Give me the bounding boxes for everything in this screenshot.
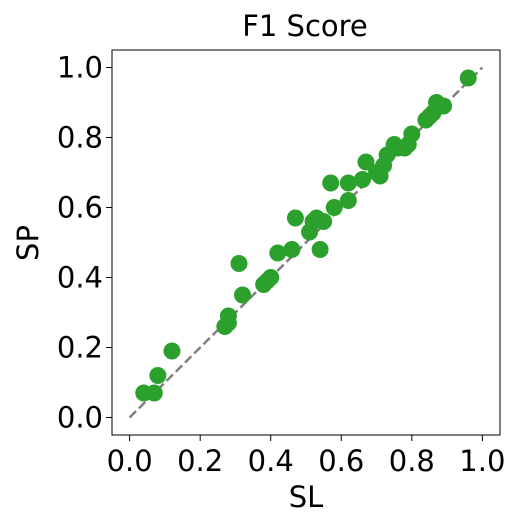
- data-point: [325, 199, 343, 216]
- data-point: [357, 153, 375, 171]
- data-point: [459, 69, 477, 87]
- x-tick-label: 1.0: [459, 444, 505, 478]
- x-tick-label: 0.4: [248, 444, 294, 478]
- y-tick-label: 0.8: [57, 121, 103, 155]
- x-tick-label: 0.8: [389, 444, 435, 478]
- y-tick-label: 0.2: [57, 331, 103, 365]
- reference-line-layer: [128, 66, 484, 419]
- data-point: [149, 367, 167, 384]
- data-point: [219, 307, 237, 325]
- x-axis-title: SL: [289, 480, 324, 514]
- x-axis: 0.0 0.2 0.4 0.6 0.8 1.0: [107, 435, 505, 478]
- y-tick-label: 0.4: [57, 261, 103, 295]
- y-tick-label: 0.0: [57, 401, 103, 435]
- data-point: [315, 213, 333, 230]
- data-point: [262, 269, 280, 286]
- y-tick-label: 1.0: [57, 51, 103, 85]
- plot-area: [111, 49, 501, 436]
- data-point: [230, 255, 248, 272]
- data-point: [322, 174, 340, 192]
- y-tick-label: 0.6: [57, 191, 103, 225]
- data-point: [339, 192, 357, 209]
- data-point: [145, 384, 163, 402]
- data-point: [286, 209, 304, 227]
- data-point: [339, 174, 357, 192]
- data-point: [403, 125, 421, 143]
- x-tick-label: 0.2: [177, 444, 223, 478]
- data-points-layer: [135, 69, 477, 402]
- y-axis-title: SP: [11, 225, 45, 261]
- data-point: [353, 171, 371, 188]
- x-tick-label: 0.0: [107, 444, 153, 478]
- y-axis: 0.0 0.2 0.4 0.6 0.8 1.0: [57, 51, 112, 435]
- data-point: [234, 286, 252, 304]
- chart-title: F1 Score: [242, 9, 368, 43]
- data-point: [435, 97, 453, 115]
- data-point: [283, 241, 301, 258]
- data-point: [269, 244, 287, 262]
- x-tick-label: 0.6: [318, 444, 364, 478]
- reference-line: [128, 66, 484, 419]
- data-point: [163, 342, 181, 360]
- data-point: [311, 241, 329, 258]
